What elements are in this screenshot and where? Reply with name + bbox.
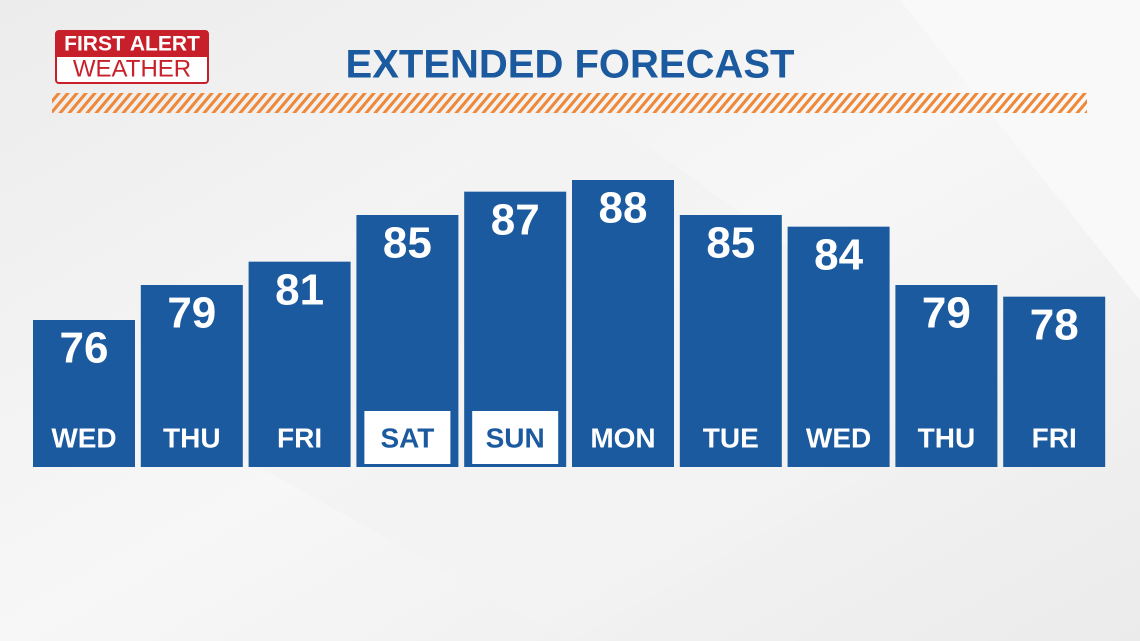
- day-label: THU: [163, 422, 221, 453]
- stripe-band: [52, 93, 1087, 113]
- value-label: 85: [706, 219, 755, 268]
- chart-title: EXTENDED FORECAST: [346, 43, 795, 87]
- bar: [895, 285, 998, 467]
- bars: 76 WED 79 THU 81 FRI 85 SAT 87 SUN 88 MON 85 TUE 84 WED…: [33, 180, 1106, 467]
- day-label: FRI: [277, 422, 322, 453]
- day-label: TUE: [703, 422, 759, 453]
- value-label: 85: [383, 219, 432, 268]
- logo-top: [56, 31, 208, 57]
- bar: [140, 285, 243, 467]
- value-label: 78: [1030, 300, 1079, 349]
- bar: [33, 320, 135, 467]
- day-label: SAT: [380, 422, 434, 453]
- day-label: WED: [51, 422, 116, 453]
- value-label: 87: [491, 195, 540, 244]
- logo: FIRST ALERT WEATHER: [55, 30, 209, 84]
- bar: [572, 180, 674, 467]
- highlight-box: [364, 411, 451, 464]
- value-label: 79: [167, 289, 216, 338]
- bar: [787, 226, 890, 467]
- background-diamond: [140, 90, 1000, 641]
- value-label: 84: [814, 230, 863, 279]
- highlight-box: [472, 411, 559, 464]
- logo-line2: WEATHER: [73, 55, 191, 82]
- bar: [679, 215, 782, 467]
- day-label: WED: [806, 422, 871, 453]
- logo-line1: FIRST ALERT: [64, 33, 200, 56]
- day-label: MON: [590, 422, 655, 453]
- value-label: 88: [599, 184, 648, 233]
- day-label: THU: [918, 422, 976, 453]
- value-label: 81: [275, 265, 324, 314]
- day-label: SUN: [486, 422, 545, 453]
- value-label: 76: [60, 324, 109, 373]
- bar: [248, 261, 351, 467]
- bar: [1003, 296, 1106, 467]
- value-label: 79: [922, 289, 971, 338]
- day-label: FRI: [1032, 422, 1077, 453]
- background-facet: [900, 0, 1140, 300]
